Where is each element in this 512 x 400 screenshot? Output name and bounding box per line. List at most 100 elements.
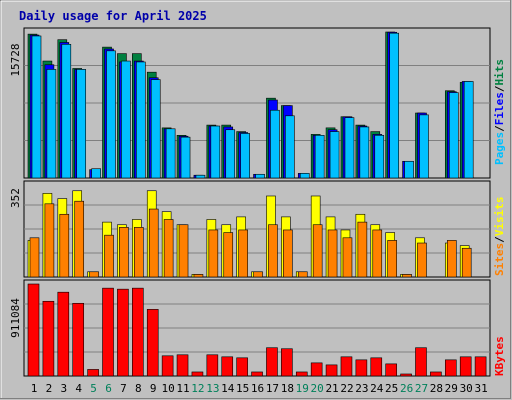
bar-kbytes-day-25 [385,363,397,377]
bar-sites-day-24 [372,229,383,278]
x-tick-day-30: 30 [460,382,473,395]
bar-pages-day-17 [270,109,280,179]
bar-sites-day-1 [29,237,40,278]
x-tick-day-25: 25 [385,382,398,395]
bar-kbytes-day-10 [161,355,174,377]
bar-pages-day-15 [240,133,250,179]
bar-pages-day-20 [314,134,325,179]
x-tick-day-9: 9 [150,382,157,395]
bar-pages-day-22 [344,117,355,179]
x-tick-day-17: 17 [266,382,279,395]
x-tick-day-8: 8 [135,382,142,395]
bar-sites-day-13 [208,229,219,278]
bar-sites-day-18 [283,229,293,278]
bar-sites-day-2 [44,203,55,278]
bar-sites-day-26 [402,274,412,278]
bar-pages-day-18 [285,115,295,179]
bar-kbytes-day-2 [42,300,55,377]
bar-pages-day-21 [329,131,340,179]
bar-kbytes-day-21 [325,364,338,377]
bar-pages-day-12 [195,174,206,179]
bar-sites-day-27 [417,242,427,278]
bar-pages-day-2 [46,69,57,179]
bar-kbytes-day-29 [444,359,457,377]
side-legend-text: Pages/Files/Hits [493,59,506,165]
x-tick-day-14: 14 [221,382,235,395]
bar-pages-day-23 [359,126,370,179]
bar-sites-day-10 [163,219,174,278]
bar-pages-day-26 [404,160,414,179]
bar-sites-day-15 [238,229,248,278]
bar-kbytes-day-22 [340,356,353,377]
bar-pages-day-19 [299,173,310,179]
x-tick-day-21: 21 [325,382,338,395]
bar-sites-day-30 [461,247,472,278]
x-tick-day-19: 19 [296,382,309,395]
bar-sites-day-19 [297,271,308,278]
x-tick-day-28: 28 [430,382,443,395]
x-tick-day-1: 1 [31,382,38,395]
bar-kbytes-day-24 [370,357,383,377]
bar-sites-day-11 [178,224,189,278]
bar-pages-day-7 [121,60,131,179]
x-tick-day-15: 15 [236,382,249,395]
bar-sites-day-29 [446,240,457,278]
side-legend-sites: Sites [493,243,506,276]
x-tick-day-18: 18 [281,382,294,395]
bar-sites-day-8 [134,227,144,278]
bar-pages-day-5 [91,168,101,179]
bar-sites-day-12 [193,274,204,278]
x-tick-day-26: 26 [400,382,413,395]
bar-sites-day-3 [59,213,70,278]
side-legend-pages: Pages [493,132,506,165]
bar-kbytes-day-4 [72,302,85,377]
bar-pages-day-30 [463,81,474,179]
side-legend-sep: / [493,85,506,92]
bar-kbytes-day-31 [474,356,487,377]
bar-sites-day-21 [327,229,338,278]
bar-kbytes-day-30 [459,356,472,377]
bar-sites-day-14 [223,232,234,278]
bar-kbytes-day-28 [430,371,442,377]
bar-pages-day-25 [389,32,399,179]
side-legend-hits: Hits [493,59,506,86]
bar-pages-day-1 [31,35,42,179]
bar-sites-day-16 [253,271,263,278]
bar-pages-day-13 [210,125,221,179]
bar-kbytes-day-1 [27,283,40,377]
side-legend-kbytes: KBytes [493,336,506,376]
x-tick-day-24: 24 [370,382,384,395]
bar-kbytes-day-16 [251,371,263,377]
bar-pages-day-4 [76,69,87,179]
x-tick-day-7: 7 [120,382,127,395]
bar-pages-day-24 [374,134,385,179]
hits-side-legend: Pages/Files/Hits [493,59,506,165]
x-tick-day-31: 31 [474,382,487,395]
bar-kbytes-day-23 [355,359,368,377]
side-legend-sep: / [493,236,506,243]
bar-sites-day-25 [387,240,397,278]
x-tick-day-23: 23 [355,382,368,395]
side-legend-sep: / [493,125,506,132]
visits-side-legend: Sites/Visits [493,197,506,277]
bar-kbytes-day-13 [206,354,219,377]
bar-sites-day-22 [342,237,353,278]
bar-sites-day-23 [357,221,368,278]
bar-sites-day-20 [312,224,323,278]
x-tick-day-4: 4 [75,382,82,395]
kbytes-ymax-label: 911084 [9,298,22,338]
bar-kbytes-day-17 [266,347,278,377]
bar-kbytes-day-14 [221,356,234,377]
side-legend-text: Sites/Visits [493,197,506,277]
bar-sites-day-9 [148,208,159,278]
bar-sites-day-6 [104,234,114,278]
bar-pages-day-3 [61,44,72,179]
x-tick-day-6: 6 [105,382,112,395]
bar-kbytes-day-18 [281,348,293,377]
bar-kbytes-day-5 [87,369,99,377]
visits-ymax-label: 352 [9,188,22,208]
bar-kbytes-day-19 [295,371,308,377]
x-tick-day-11: 11 [176,382,189,395]
x-tick-day-5: 5 [90,382,97,395]
